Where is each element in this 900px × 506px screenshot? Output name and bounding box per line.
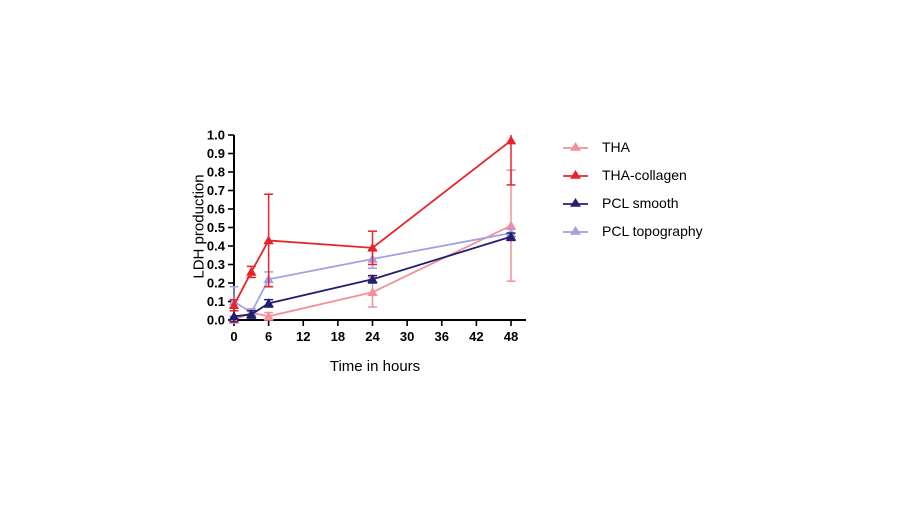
chart-legend: THA THA-collagen PCL smooth PCL topograp… — [562, 133, 703, 245]
svg-text:12: 12 — [296, 329, 310, 344]
svg-text:0: 0 — [230, 329, 237, 344]
tha-collagen-series-marker-icon — [563, 170, 588, 179]
x-axis-title: Time in hours — [329, 358, 421, 375]
legend-item-pcl-topography: PCL topography — [562, 217, 703, 245]
svg-text:42: 42 — [469, 329, 483, 344]
svg-text:24: 24 — [365, 329, 380, 344]
svg-text:0.5: 0.5 — [207, 220, 225, 235]
svg-text:0.9: 0.9 — [207, 146, 225, 161]
ldh-line-chart: 0.0 0.1 0.2 0.3 0.4 0.5 0.6 0.7 0.8 0.9 1.0 0 6 12 18 2… — [207, 128, 526, 344]
svg-text:0.3: 0.3 — [207, 257, 225, 272]
svg-text:6: 6 — [265, 329, 272, 344]
svg-text:0.7: 0.7 — [207, 183, 225, 198]
legend-item-tha-collagen: THA-collagen — [562, 161, 703, 189]
legend-item-pcl-smooth: PCL smooth — [562, 189, 703, 217]
svg-text:0.6: 0.6 — [207, 202, 225, 217]
legend-label-pcl-smooth: PCL smooth — [602, 195, 679, 211]
svg-text:0.2: 0.2 — [207, 276, 225, 291]
svg-text:0.1: 0.1 — [207, 294, 225, 309]
svg-text:0.0: 0.0 — [207, 313, 225, 328]
svg-text:36: 36 — [435, 329, 449, 344]
svg-text:0.4: 0.4 — [207, 239, 226, 254]
y-axis-title: LDH production — [190, 174, 208, 279]
legend-label-tha-collagen: THA-collagen — [602, 167, 687, 183]
tha-series-marker-icon — [563, 142, 588, 151]
legend-item-tha: THA — [562, 133, 703, 161]
svg-text:0.8: 0.8 — [207, 165, 225, 180]
pcl-topography-series-marker-icon — [563, 226, 588, 235]
svg-text:1.0: 1.0 — [207, 128, 225, 143]
legend-label-pcl-topography: PCL topography — [602, 223, 703, 239]
pcl-smooth-series-marker-icon — [563, 198, 588, 207]
svg-text:18: 18 — [331, 329, 345, 344]
svg-text:48: 48 — [504, 329, 518, 344]
legend-label-tha: THA — [602, 139, 630, 155]
svg-text:30: 30 — [400, 329, 414, 344]
